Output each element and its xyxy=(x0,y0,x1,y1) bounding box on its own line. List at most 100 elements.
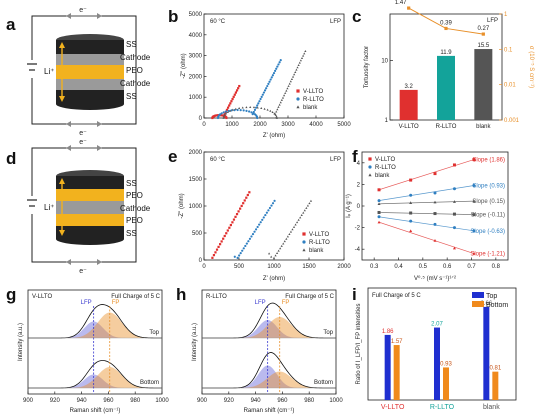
plot-title: R-LLTO xyxy=(206,294,227,300)
x-tick-label: 0.8 xyxy=(492,264,501,270)
line-value-label: 1.47 xyxy=(395,0,407,6)
slope-label: Slope (-0.63) xyxy=(470,229,505,235)
arrow-head-icon xyxy=(97,259,102,265)
data-point xyxy=(212,254,216,257)
legend-marker xyxy=(302,240,306,244)
data-point xyxy=(433,239,437,242)
data-point xyxy=(239,108,242,112)
y-tick-label: 1000 xyxy=(189,204,203,210)
y-tick-label: 500 xyxy=(192,231,203,237)
data-point xyxy=(298,61,301,64)
data-point xyxy=(377,199,381,203)
data-point xyxy=(258,223,261,226)
x-tick-label: 3000 xyxy=(281,122,295,128)
data-point xyxy=(282,242,285,245)
data-point xyxy=(265,211,268,214)
category-label: V-LLTO xyxy=(399,124,419,130)
temp-label: 60 °C xyxy=(210,19,226,25)
data-point xyxy=(245,196,248,199)
arrow-head-icon xyxy=(97,13,102,19)
data-point xyxy=(213,114,217,117)
line-value-label: 0.39 xyxy=(440,20,452,26)
data-point xyxy=(228,104,231,107)
fp-peak-area xyxy=(202,317,336,338)
x-axis-label: Z' (ohm) xyxy=(263,276,285,282)
bar-value-label: 3.2 xyxy=(404,84,413,90)
x-axis-label: Raman shift (cm⁻¹) xyxy=(70,408,121,414)
y-axis-label: Intensity (a.u.) xyxy=(192,323,198,361)
electron-label-bottom: e⁻ xyxy=(79,268,87,275)
data-point xyxy=(279,101,282,104)
data-point xyxy=(267,82,270,85)
data-point xyxy=(226,106,230,109)
corner-label: LFP xyxy=(330,19,341,25)
data-point xyxy=(248,237,252,240)
legend-entry: blank xyxy=(303,105,318,111)
x-tick-label: 900 xyxy=(23,398,34,404)
lfp-peak-area xyxy=(28,321,162,338)
data-point xyxy=(433,191,437,195)
data-point xyxy=(223,113,226,116)
x-tick-label: 1000 xyxy=(329,398,343,404)
data-point xyxy=(296,221,299,224)
x-tick-label: 940 xyxy=(251,398,262,404)
data-point xyxy=(300,56,304,59)
legend-entry: Top xyxy=(486,293,497,300)
corner-label: Full Charge of 5 C xyxy=(285,294,334,300)
data-point xyxy=(377,202,381,206)
data-point xyxy=(277,105,280,108)
data-point xyxy=(219,114,223,117)
data-point xyxy=(230,100,233,103)
layer-label: SS xyxy=(126,229,137,238)
data-point xyxy=(231,221,234,224)
layer-ss xyxy=(56,176,124,189)
layer-label: Cathode xyxy=(120,53,151,62)
x-tick-label: 0.7 xyxy=(467,264,476,270)
x-tick-label: 920 xyxy=(224,398,235,404)
data-point xyxy=(288,82,291,85)
x-tick-label: 900 xyxy=(197,398,208,404)
x-tick-label: 500 xyxy=(234,264,245,270)
panel-label-c: c xyxy=(352,7,361,26)
data-point xyxy=(433,212,437,216)
data-point xyxy=(305,206,308,209)
data-point xyxy=(238,84,241,88)
data-point xyxy=(275,67,278,70)
trace-label: Top xyxy=(323,330,333,336)
electron-label-bottom: e⁻ xyxy=(79,130,87,137)
legend-entry: V-LLTO xyxy=(309,232,329,238)
data-point xyxy=(250,111,253,114)
data-point xyxy=(229,223,232,227)
legend-entry: R-LLTO xyxy=(375,165,396,171)
data-point xyxy=(226,111,229,114)
data-point xyxy=(211,256,214,259)
data-point xyxy=(268,206,272,210)
data-point xyxy=(224,110,228,113)
data-point xyxy=(232,218,236,221)
plot-frame xyxy=(201,289,337,395)
panel-label-i: i xyxy=(352,285,357,304)
data-point xyxy=(472,213,476,217)
arrow-down-icon xyxy=(59,96,65,102)
arrow-up-icon xyxy=(59,42,65,48)
data-point xyxy=(452,200,456,203)
layer-peo xyxy=(56,189,124,201)
data-point xyxy=(377,215,381,219)
data-point xyxy=(296,66,299,69)
data-point xyxy=(302,54,305,57)
data-point xyxy=(279,247,282,250)
panel-label-d: d xyxy=(6,149,16,168)
y-tick-label: 1 xyxy=(385,118,389,124)
y-tick-label: 10 xyxy=(381,58,388,64)
data-point xyxy=(232,95,235,98)
schematic-a: e⁻ e⁻ Li⁺ SS Cathode PEO Cathode SS xyxy=(26,7,151,137)
data-point xyxy=(275,115,278,118)
data-point xyxy=(299,59,302,62)
legend-marker xyxy=(368,165,372,169)
x-tick-label: 1000 xyxy=(155,398,169,404)
layer-cathode xyxy=(56,79,124,90)
data-point xyxy=(270,255,273,258)
data-point xyxy=(304,50,307,52)
fit-line xyxy=(378,159,475,191)
data-point xyxy=(254,106,258,109)
